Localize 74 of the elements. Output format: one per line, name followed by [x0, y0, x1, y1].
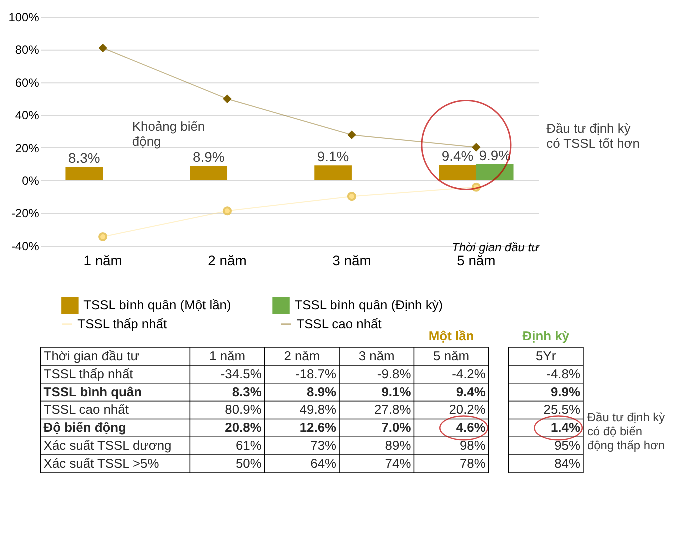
category-label: 5 năm	[434, 348, 470, 364]
text: -4.8%	[546, 366, 580, 382]
data-label: 9.1%	[317, 148, 350, 165]
y-tick-label: 60%	[15, 76, 40, 90]
category-label: 5Yr	[536, 348, 557, 364]
text: Đầu tư định kỳ có độ biến động thấp hơn	[587, 410, 666, 452]
text: 8.3%	[232, 384, 262, 400]
text: 84%	[554, 456, 580, 472]
text: Một lần	[428, 328, 474, 344]
y-tick-label: 0%	[22, 174, 40, 188]
text: 9.4%	[456, 384, 486, 400]
text: 8.9%	[307, 384, 337, 400]
text: 50%	[236, 456, 262, 472]
text: -34.5%	[220, 366, 262, 382]
text: 9.9%	[550, 384, 580, 400]
x-tick-label: 3 năm	[332, 252, 372, 268]
legend-label: TSSL bình quân (Một lần)	[84, 298, 232, 313]
point	[98, 232, 108, 242]
text: Đầu tư định kỳ có TSSL tốt hơn	[546, 121, 640, 152]
category-label: Xác suất TSSL dương	[44, 438, 172, 454]
y-tick-label: -20%	[11, 206, 40, 221]
category-label: Độ biến động	[44, 420, 126, 436]
point	[472, 144, 480, 152]
annotation: Khoảng biến động	[132, 118, 206, 149]
category-label: 1 năm	[210, 348, 246, 364]
text: 20.8%	[225, 420, 262, 436]
text: 98%	[460, 438, 486, 454]
category-label: TSSL bình quân	[44, 384, 142, 400]
legend-label: TSSL cao nhất	[296, 316, 382, 332]
text: 25.5%	[544, 402, 580, 418]
y-tick-label: 80%	[15, 43, 40, 58]
data-label: 8.3%	[68, 150, 100, 166]
legend-label: TSSL thấp nhất	[78, 316, 168, 332]
point	[99, 44, 107, 52]
text: 9.1%	[382, 384, 412, 400]
point	[224, 95, 232, 104]
text: 64%	[310, 456, 337, 472]
text: -9.8%	[377, 366, 412, 382]
text: 12.6%	[300, 420, 337, 436]
category-label: Xác suất TSSL >5%	[44, 456, 160, 472]
text: 74%	[385, 456, 412, 472]
x-tick-label: 2 năm	[208, 252, 247, 268]
y-tick-label: -40%	[11, 239, 40, 254]
data-label: 9.4%	[442, 148, 474, 164]
text: -18.7%	[296, 366, 337, 382]
data-label: 8.9%	[192, 149, 225, 166]
category-label: TSSL cao nhất	[44, 402, 129, 418]
x-tick-label: 1 năm	[84, 252, 122, 268]
text: 49.8%	[300, 402, 337, 418]
text: 61%	[236, 438, 262, 454]
category-label: 2 năm	[284, 348, 320, 364]
point	[347, 192, 356, 202]
category-label: 3 năm	[358, 348, 395, 364]
text: 20.2%	[449, 402, 486, 418]
point	[348, 131, 356, 140]
point	[222, 206, 232, 216]
text: 80.9%	[225, 402, 262, 418]
text: 7.0%	[382, 420, 412, 436]
text: Định kỳ	[522, 328, 570, 344]
category-label: Thời gian đầu tư	[44, 348, 140, 364]
text: -4.2%	[452, 366, 486, 382]
text: 73%	[310, 438, 337, 454]
text: 27.8%	[374, 402, 412, 418]
category-label: TSSL thấp nhất	[44, 366, 134, 382]
legend-label: TSSL bình quân (Định kỳ)	[294, 298, 444, 313]
y-tick-label: 20%	[15, 141, 40, 156]
text: 1.4%	[550, 420, 580, 436]
y-tick-label: 40%	[15, 108, 40, 123]
x-axis-title: Thời gian đầu tư	[452, 240, 541, 254]
text: 89%	[385, 438, 412, 454]
text: 95%	[554, 438, 580, 454]
text: 4.6%	[456, 420, 486, 436]
text: 78%	[460, 456, 486, 472]
y-tick-label: 100%	[8, 10, 40, 24]
